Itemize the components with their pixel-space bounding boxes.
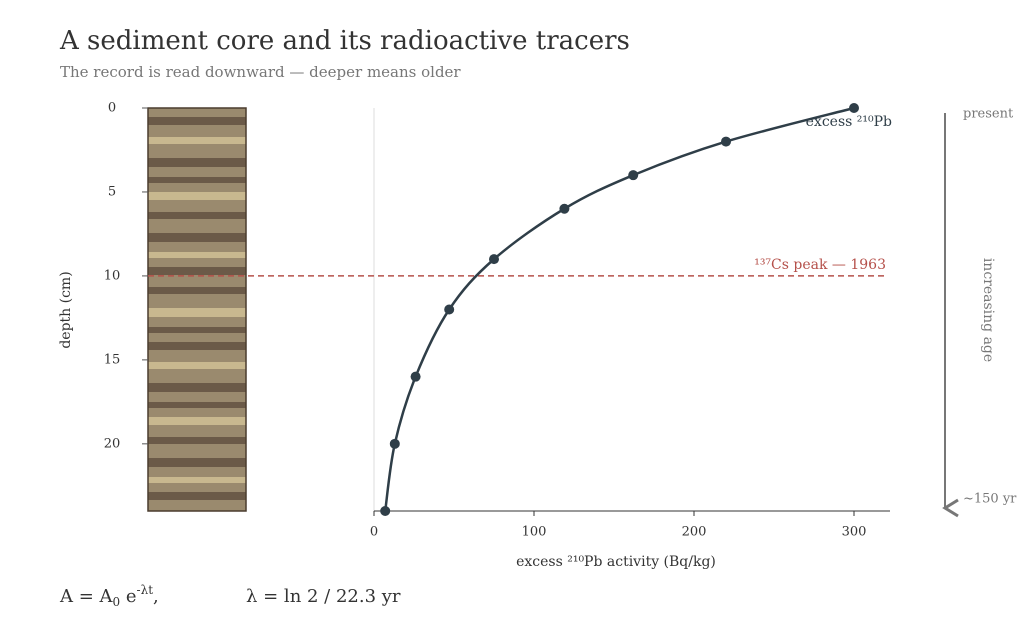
core-layer (148, 333, 246, 342)
data-point (410, 371, 421, 382)
chart-subtitle: The record is read downward — deeper mea… (60, 63, 461, 81)
series-label: excess ²¹⁰Pb (806, 114, 892, 130)
formula: λ = ln 2 / 22.3 yr (246, 586, 401, 607)
core-layer (148, 308, 246, 317)
y-tick-label: 15 (104, 352, 121, 367)
core-layer (148, 287, 246, 294)
data-point (489, 254, 499, 265)
x-tick-label: 100 (522, 525, 547, 540)
data-point (444, 304, 455, 315)
x-tick-label: 0 (370, 525, 378, 540)
core-layer (148, 417, 246, 425)
series-line (383, 106, 855, 512)
core-layer (148, 458, 246, 467)
formula: A = A0 e-λt, (59, 583, 159, 609)
core-layer (148, 183, 246, 192)
core-layer (148, 117, 246, 125)
core-layer (148, 177, 246, 183)
core-outline (147, 107, 247, 512)
core-layer (148, 483, 246, 492)
core-layer (148, 425, 246, 437)
core-layer (148, 408, 246, 417)
core-layer (148, 212, 246, 219)
y-axis-label: depth (cm) (58, 271, 74, 348)
formula-part: A = A (59, 586, 114, 607)
core-layer (148, 125, 246, 137)
core-layer (148, 317, 246, 327)
marker-label: ¹³⁷Cs peak — 1963 (754, 257, 886, 273)
core-layer (148, 233, 246, 242)
data-point (559, 203, 570, 214)
data-point (628, 170, 639, 181)
core-layer (148, 437, 246, 444)
core-layer (148, 192, 246, 200)
y-tick-label: 10 (104, 268, 121, 283)
core-layer (148, 267, 246, 275)
core-layer (148, 444, 246, 458)
core-layer (148, 492, 246, 500)
data-point (721, 136, 731, 147)
core-layer (148, 362, 246, 369)
age-label: increasing age (980, 258, 996, 362)
y-tick-label: 0 (108, 101, 116, 116)
x-axis-label: excess ²¹⁰Pb activity (Bq/kg) (516, 554, 716, 570)
core-layer (148, 369, 246, 383)
sediment-core (147, 107, 247, 512)
core-layer (148, 137, 246, 144)
core-layer (148, 294, 246, 308)
core-layer (148, 500, 246, 511)
chart-title: A sediment core and its radioactive trac… (59, 26, 630, 56)
core-layer (148, 258, 246, 267)
core-layer (148, 275, 246, 287)
x-tick-label: 200 (682, 525, 707, 540)
core-layer (148, 402, 246, 408)
core-layer (148, 167, 246, 177)
core-layer (148, 392, 246, 402)
core-layer (148, 383, 246, 392)
core-layer (148, 477, 246, 483)
y-tick-label: 20 (104, 436, 121, 451)
core-layer (148, 144, 246, 158)
core-layer (148, 350, 246, 362)
core-layer (148, 200, 246, 212)
core-layer (148, 158, 246, 167)
formula-part: , (153, 586, 159, 607)
formula-part: e (120, 586, 136, 607)
core-layer (148, 252, 246, 258)
age-bottom: ~150 yr (963, 492, 1017, 507)
x-tick-label: 300 (842, 525, 867, 540)
y-tick-label: 5 (108, 184, 116, 199)
age-top: present (963, 107, 1014, 122)
age-arrow-head (942, 498, 959, 518)
core-layer (148, 467, 246, 477)
core-layer (148, 108, 246, 117)
core-layer (148, 327, 246, 333)
core-layer (148, 219, 246, 233)
data-point (389, 438, 400, 449)
data-point (849, 103, 859, 113)
formula-sup: -λt (137, 583, 154, 597)
data-point (380, 506, 391, 516)
core-layer (148, 342, 246, 350)
formula-sub: 0 (113, 595, 121, 609)
core-layer (148, 242, 246, 252)
